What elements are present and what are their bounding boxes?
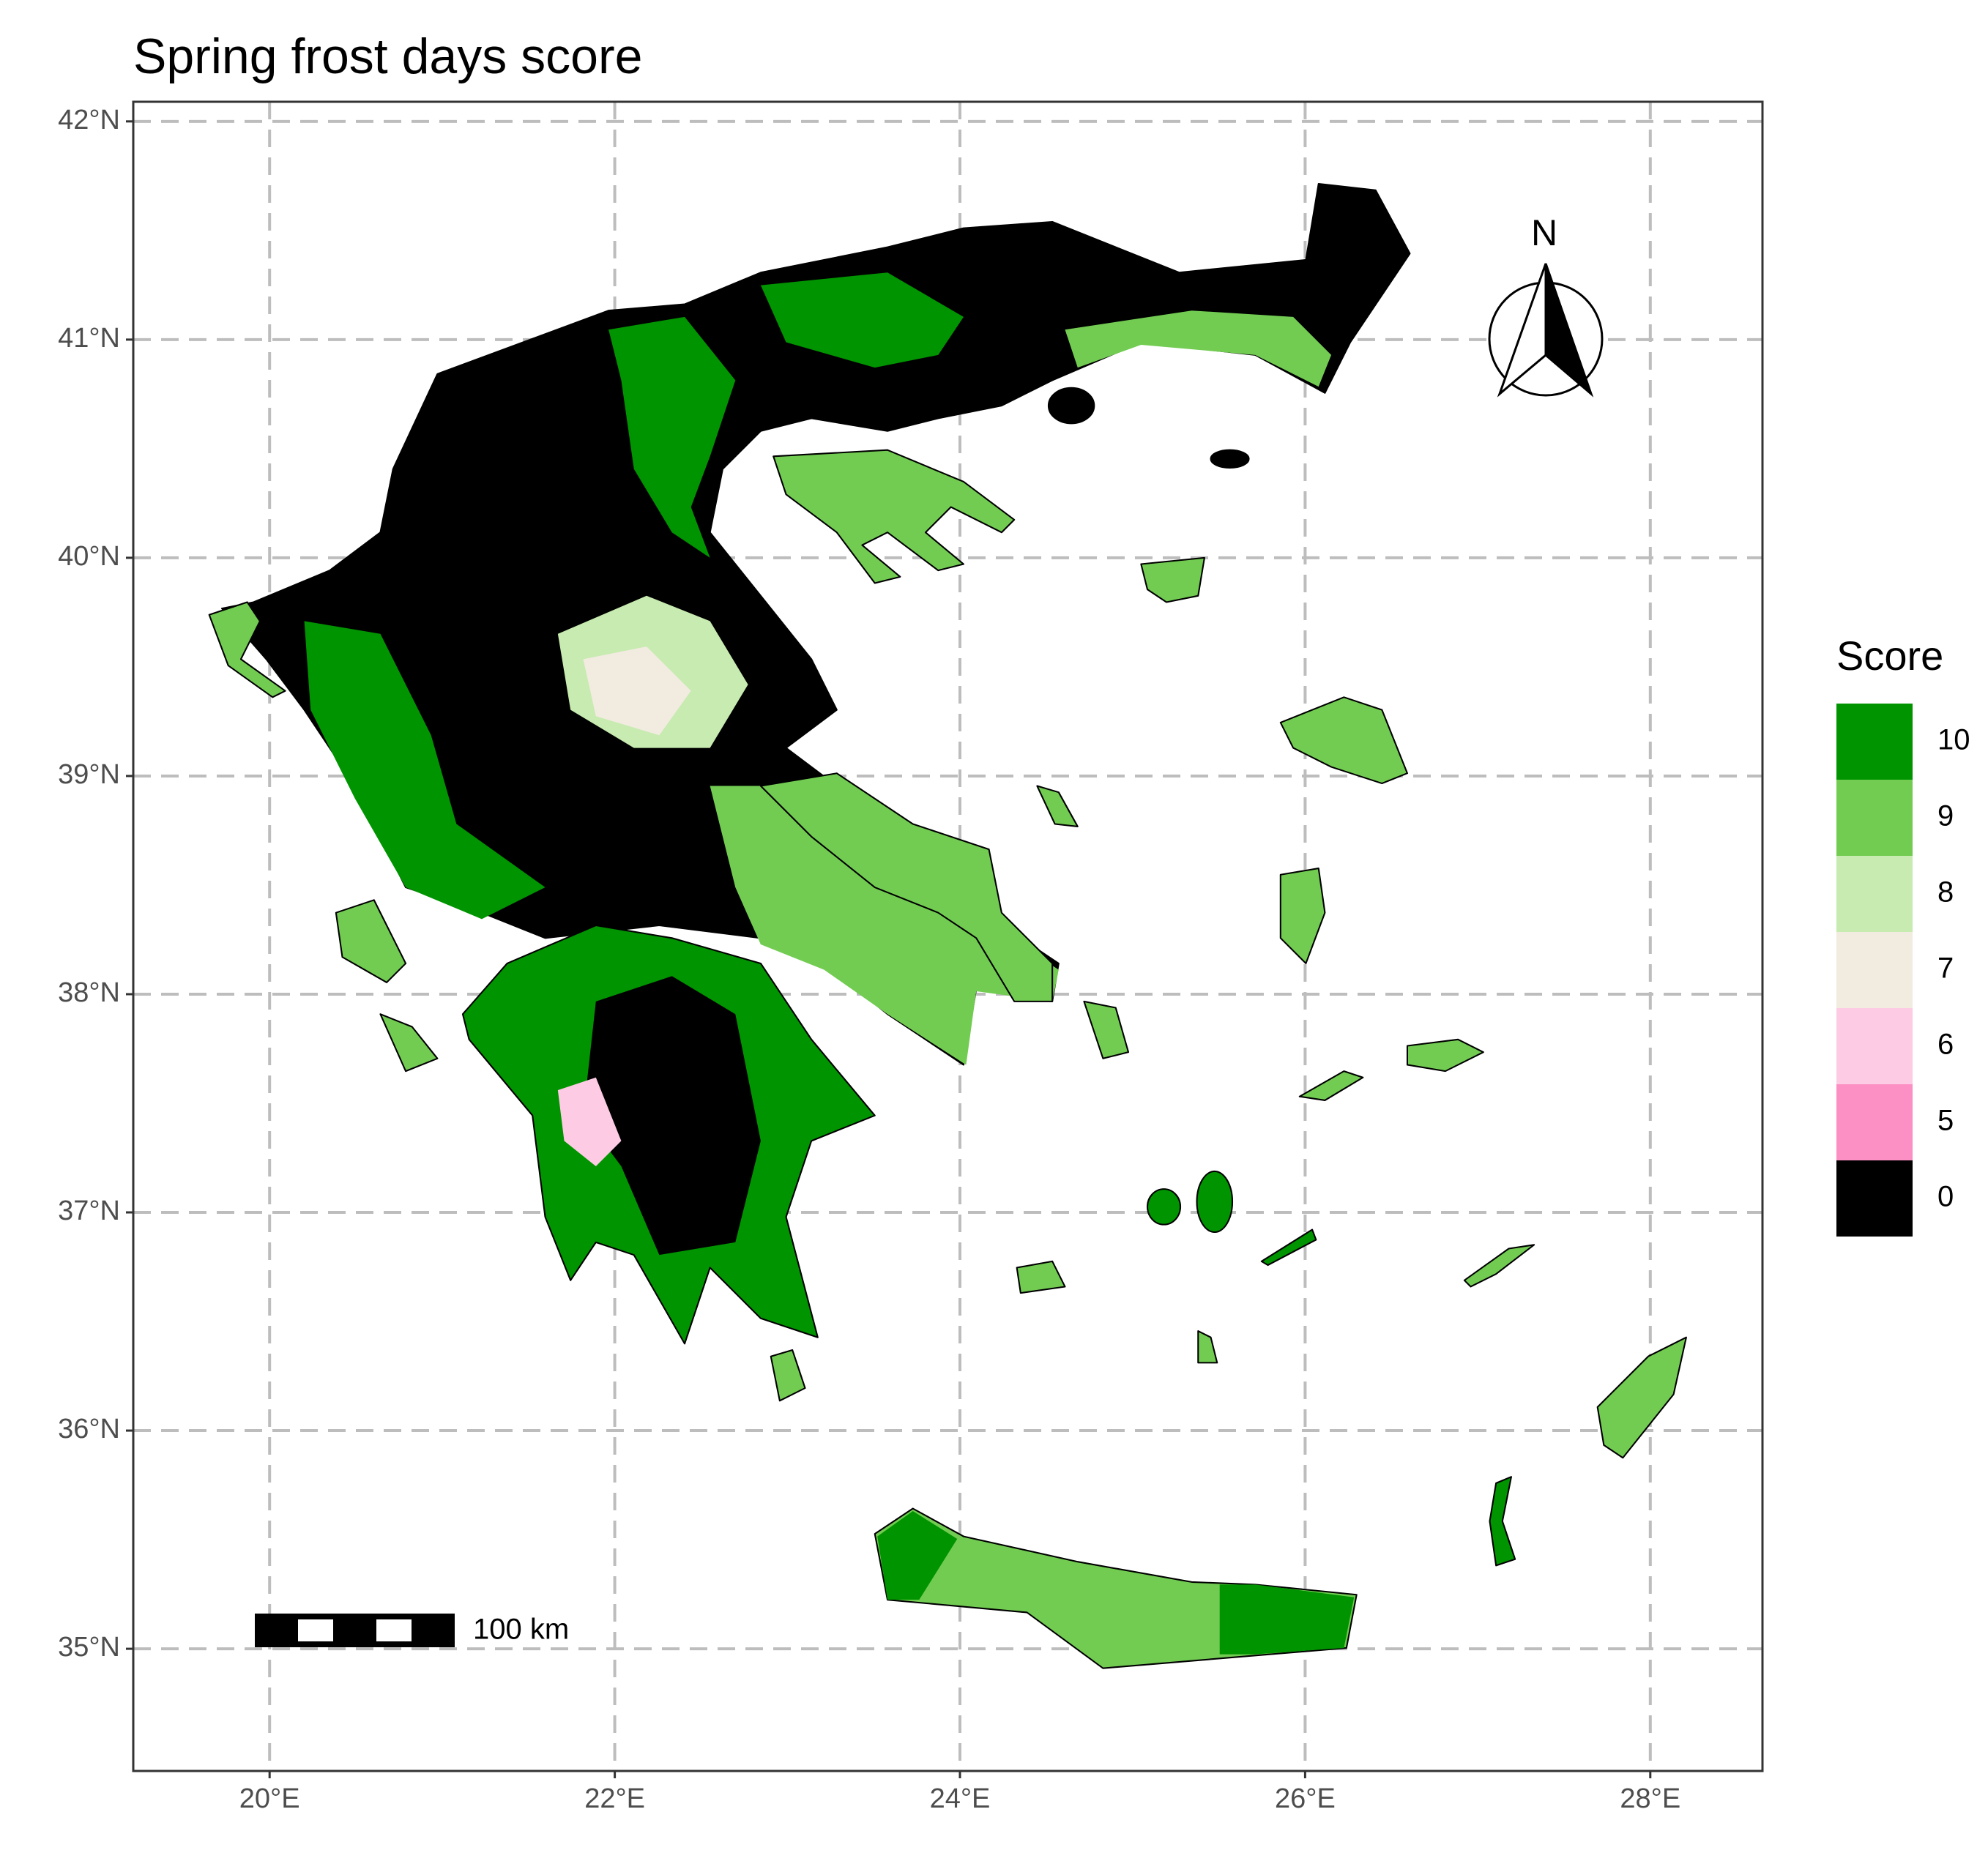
thrace-coast-east bbox=[1065, 310, 1332, 387]
paros bbox=[1146, 1188, 1182, 1226]
legend-title: Score bbox=[1836, 633, 1943, 679]
y-tick-label: 41°N bbox=[58, 323, 120, 354]
kefalonia bbox=[335, 899, 407, 983]
western-greece bbox=[304, 621, 546, 920]
x-tick-label: 22°E bbox=[584, 1783, 645, 1814]
legend-key bbox=[1836, 1008, 1913, 1084]
legend-key bbox=[1836, 704, 1913, 780]
peloponnese-slopes bbox=[557, 1077, 622, 1166]
scale-bar-segment bbox=[376, 1619, 412, 1641]
skyros bbox=[1036, 785, 1079, 827]
axes: 20°E 22°E 24°E 26°E 28°E 35°N 36°N 37°N 38°N 39°N… bbox=[58, 105, 1680, 1814]
crete-west bbox=[877, 1510, 958, 1600]
crete-east bbox=[1219, 1584, 1355, 1655]
chalkidiki bbox=[773, 449, 1016, 584]
rhodes bbox=[1596, 1336, 1687, 1459]
legend-key bbox=[1836, 856, 1913, 932]
north-arrow-right bbox=[1544, 263, 1594, 398]
karpathos bbox=[1489, 1476, 1516, 1567]
legend-label: 5 bbox=[1937, 1105, 1954, 1137]
chios bbox=[1279, 868, 1326, 964]
peloponnese-mountains bbox=[583, 976, 761, 1256]
scale-bar-segment bbox=[298, 1619, 333, 1641]
legend-key bbox=[1836, 932, 1913, 1008]
amorgos bbox=[1260, 1228, 1317, 1267]
legend: Score 10 9 8 7 6 5 0 bbox=[1836, 633, 1970, 1237]
north-arrow-label: N bbox=[1531, 212, 1557, 253]
samos bbox=[1406, 1038, 1484, 1073]
legend-key bbox=[1836, 1160, 1913, 1237]
y-tick-label: 35°N bbox=[58, 1632, 120, 1663]
andros bbox=[1083, 1000, 1130, 1059]
thasos bbox=[1047, 387, 1095, 425]
x-tick-label: 28°E bbox=[1620, 1783, 1680, 1814]
y-tick-label: 36°N bbox=[58, 1414, 120, 1444]
legend-label: 8 bbox=[1937, 876, 1954, 909]
scale-bar-label: 100 km bbox=[473, 1614, 569, 1646]
y-tick-label: 38°N bbox=[58, 977, 120, 1008]
legend-label: 6 bbox=[1937, 1029, 1954, 1061]
euboea bbox=[759, 772, 1054, 1002]
kos bbox=[1463, 1244, 1535, 1288]
scale-bar: 100 km bbox=[255, 1614, 569, 1647]
limnos bbox=[1140, 556, 1205, 603]
greece-map bbox=[208, 183, 1687, 1669]
samothrace bbox=[1210, 449, 1250, 469]
legend-key bbox=[1836, 780, 1913, 856]
legend-label: 10 bbox=[1937, 724, 1970, 756]
y-tick-label: 42°N bbox=[58, 105, 120, 135]
kythira bbox=[770, 1349, 806, 1402]
coastal-zone bbox=[608, 316, 736, 558]
x-tick-label: 20°E bbox=[239, 1783, 300, 1814]
naxos bbox=[1196, 1170, 1234, 1234]
legend-key bbox=[1836, 1084, 1913, 1160]
x-tick-label: 26°E bbox=[1275, 1783, 1336, 1814]
milos bbox=[1016, 1260, 1066, 1294]
zakynthos bbox=[379, 1013, 439, 1073]
thessaly-center bbox=[583, 646, 691, 736]
scale-bar-body bbox=[255, 1614, 455, 1647]
x-tick-label: 24°E bbox=[930, 1783, 991, 1814]
ikaria bbox=[1298, 1070, 1364, 1101]
santorini bbox=[1197, 1330, 1218, 1364]
map-title: Spring frost days score bbox=[133, 29, 642, 84]
panel-border bbox=[132, 100, 1764, 1772]
corfu bbox=[208, 601, 286, 698]
north-arrow: N bbox=[1488, 212, 1604, 398]
central-greece bbox=[710, 786, 1059, 1065]
y-tick-label: 39°N bbox=[58, 759, 120, 790]
y-tick-label: 37°N bbox=[58, 1196, 120, 1226]
thrace-coast bbox=[760, 272, 964, 368]
lesbos bbox=[1279, 696, 1409, 785]
y-tick-label: 40°N bbox=[58, 541, 120, 572]
legend-label: 9 bbox=[1937, 800, 1954, 832]
legend-label: 0 bbox=[1937, 1181, 1954, 1213]
legend-label: 7 bbox=[1937, 952, 1954, 985]
